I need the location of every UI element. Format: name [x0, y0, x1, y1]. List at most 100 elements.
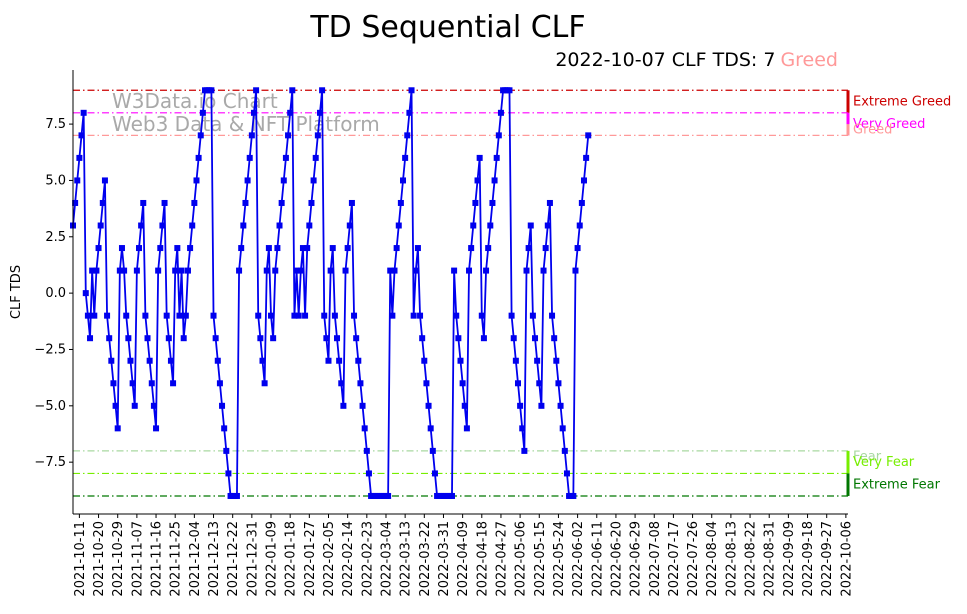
- data-point: [287, 109, 294, 116]
- threshold-label: Very Greed: [853, 117, 925, 132]
- data-point: [466, 267, 473, 274]
- data-point: [236, 267, 243, 274]
- data-point: [495, 132, 502, 139]
- data-point: [451, 267, 458, 274]
- x-tick-label: 2021-12-13: [207, 521, 222, 597]
- subtitle-status: Greed: [780, 49, 838, 71]
- x-tick-label: 2022-09-09: [782, 521, 797, 597]
- data-point: [161, 199, 168, 206]
- data-point: [423, 380, 430, 387]
- x-tick-label: 2022-02-14: [341, 521, 356, 597]
- data-point: [402, 154, 409, 161]
- y-tick-label: 7.5: [45, 117, 66, 132]
- data-point: [140, 199, 147, 206]
- x-tick-label: 2021-10-29: [111, 521, 126, 597]
- data-point: [417, 312, 424, 319]
- data-point: [106, 335, 113, 342]
- data-point: [280, 177, 287, 184]
- data-point: [299, 245, 306, 252]
- data-point: [257, 335, 264, 342]
- data-point: [583, 154, 590, 161]
- data-point: [282, 154, 289, 161]
- data-point: [538, 402, 545, 409]
- data-point: [314, 132, 321, 139]
- data-point: [410, 312, 417, 319]
- data-point: [483, 267, 490, 274]
- data-point: [338, 380, 345, 387]
- watermark: W3Data.io Chart Web3 Data & NFT Platform: [112, 89, 380, 136]
- x-tick-label: 2022-02-23: [360, 521, 375, 597]
- data-point: [114, 425, 121, 432]
- data-point: [419, 335, 426, 342]
- chart-subtitle: 2022-10-07 CLF TDS: 7 Greed: [555, 49, 838, 71]
- x-tick-label: 2022-04-27: [494, 521, 509, 597]
- data-point: [142, 312, 149, 319]
- data-point: [487, 222, 494, 229]
- data-point: [91, 312, 98, 319]
- data-point: [146, 357, 153, 364]
- y-tick-label: 5.0: [45, 173, 66, 188]
- data-point: [187, 245, 194, 252]
- data-point: [578, 199, 585, 206]
- data-point: [448, 492, 455, 499]
- data-point: [95, 245, 102, 252]
- data-point: [506, 87, 513, 94]
- data-point: [270, 335, 277, 342]
- data-point: [425, 402, 432, 409]
- data-point: [329, 245, 336, 252]
- data-point: [157, 245, 164, 252]
- x-tick-label: 2022-02-05: [322, 521, 337, 597]
- data-point: [391, 267, 398, 274]
- data-point: [363, 447, 370, 454]
- data-point: [472, 199, 479, 206]
- data-point: [74, 177, 81, 184]
- data-point: [334, 335, 341, 342]
- data-point: [489, 199, 496, 206]
- x-tick-label: 2022-04-09: [456, 521, 471, 597]
- data-point: [242, 199, 249, 206]
- data-point: [327, 267, 334, 274]
- data-point: [427, 425, 434, 432]
- data-point: [246, 154, 253, 161]
- data-point: [308, 199, 315, 206]
- data-point: [172, 267, 179, 274]
- data-point: [219, 402, 226, 409]
- data-point: [497, 109, 504, 116]
- data-point: [125, 335, 132, 342]
- data-point: [395, 222, 402, 229]
- data-point: [195, 154, 202, 161]
- data-point: [542, 245, 549, 252]
- data-point: [180, 335, 187, 342]
- data-point: [291, 312, 298, 319]
- x-tick-label: 2022-05-15: [533, 521, 548, 597]
- data-point: [197, 132, 204, 139]
- data-point: [159, 222, 166, 229]
- x-tick-label: 2021-11-16: [150, 521, 165, 597]
- data-point: [549, 312, 556, 319]
- data-point: [385, 492, 392, 499]
- data-point: [80, 109, 87, 116]
- data-point: [523, 267, 530, 274]
- data-point: [463, 425, 470, 432]
- x-tick-label: 2022-09-27: [820, 521, 835, 597]
- data-point: [214, 357, 221, 364]
- x-tick-label: 2022-06-11: [590, 521, 605, 597]
- data-point: [170, 380, 177, 387]
- data-point: [101, 177, 108, 184]
- data-point: [184, 267, 191, 274]
- data-point: [574, 245, 581, 252]
- x-tick-label: 2022-03-22: [418, 521, 433, 597]
- data-point: [559, 425, 566, 432]
- data-point: [557, 402, 564, 409]
- x-tick-label: 2022-03-13: [399, 521, 414, 597]
- subtitle-main: 2022-10-07 CLF TDS: 7: [555, 49, 775, 71]
- data-point: [561, 447, 568, 454]
- data-point: [123, 312, 130, 319]
- x-tick-label: 2022-05-24: [552, 521, 567, 597]
- x-tick-label: 2022-07-08: [648, 521, 663, 597]
- data-point: [585, 132, 592, 139]
- x-tick-label: 2022-10-06: [839, 521, 854, 597]
- data-point: [144, 335, 151, 342]
- threshold-label: Extreme Fear: [853, 478, 941, 493]
